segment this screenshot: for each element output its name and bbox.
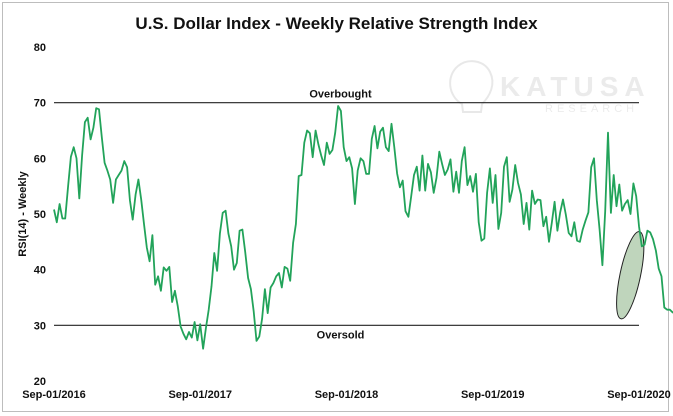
y-axis-label: RSI(14) - Weekly [17,170,29,256]
y-tick-label: 50 [34,209,46,221]
chart-frame [2,2,669,412]
x-tick-label: Sep-01/2017 [168,389,232,401]
x-tick-label: Sep-01/2019 [461,389,525,401]
x-tick-label: Sep-01/2018 [315,389,379,401]
y-tick-label: 20 [34,376,46,388]
reference-label-overbought: Overbought [309,89,372,101]
rsi-series-line [53,105,673,350]
y-tick-label: 80 [34,42,46,54]
x-tick-label: Sep-01/2016 [22,389,86,401]
katusa-watermark: KATUSA RESEARCH [449,60,651,115]
y-tick-label: 40 [34,265,46,277]
watermark-brand: KATUSA [500,71,651,102]
y-tick-label: 60 [34,153,46,165]
reference-label-oversold: Oversold [317,329,365,341]
bulb-logo-icon [449,60,494,113]
watermark-sub: RESEARCH [545,103,638,115]
chart-title: U.S. Dollar Index - Weekly Relative Stre… [135,14,538,33]
highlight-ellipse [616,231,645,320]
y-tick-label: 30 [34,320,46,332]
y-tick-label: 70 [34,98,46,110]
x-tick-label: Sep-01/2020 [607,389,671,401]
